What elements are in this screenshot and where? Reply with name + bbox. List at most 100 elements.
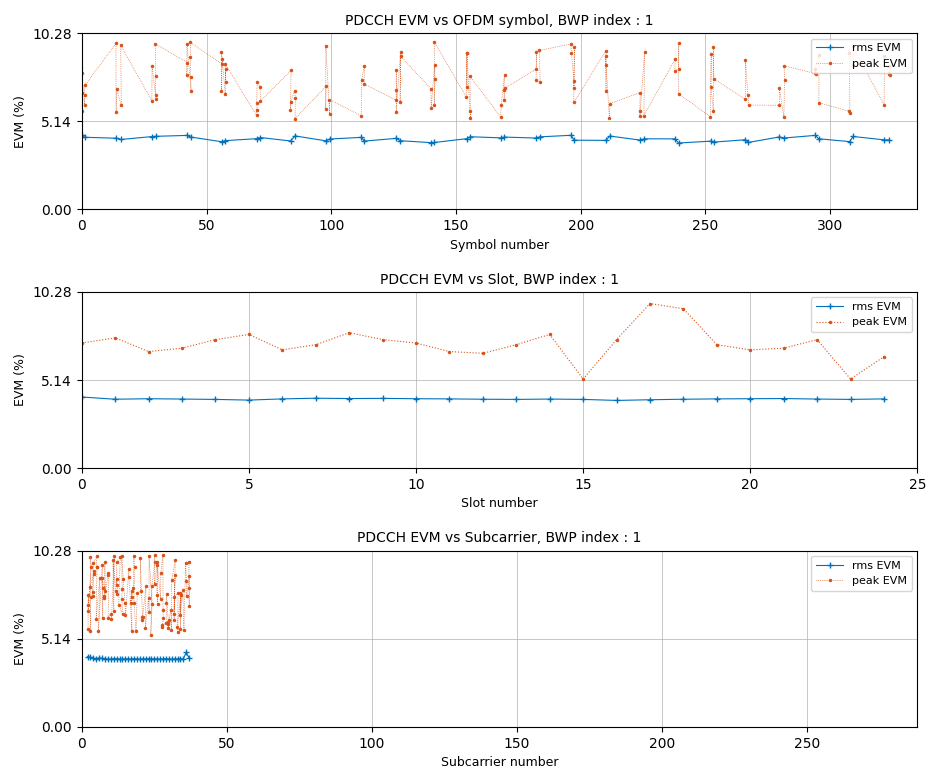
peak EVM: [478, 348, 489, 358]
rms EVM: [140, 655, 151, 664]
rms EVM: [678, 395, 689, 404]
rms EVM: [149, 654, 160, 663]
peak EVM: [177, 344, 188, 353]
peak EVM: [149, 579, 160, 589]
peak EVM: [705, 112, 716, 121]
rms EVM: [154, 655, 165, 664]
rms EVM: [845, 395, 856, 404]
rms EVM: [79, 132, 90, 142]
peak EVM: [102, 568, 114, 578]
rms EVM: [358, 136, 369, 146]
peak EVM: [510, 340, 522, 349]
peak EVM: [243, 330, 255, 339]
rms EVM: [185, 132, 196, 142]
peak EVM: [566, 48, 577, 57]
Title: PDCCH EVM vs Slot, BWP index : 1: PDCCH EVM vs Slot, BWP index : 1: [380, 272, 619, 287]
peak EVM: [145, 630, 156, 640]
rms EVM: [634, 135, 646, 145]
rms EVM: [180, 648, 192, 657]
rms EVM: [499, 132, 510, 142]
rms EVM: [425, 138, 436, 147]
peak EVM: [210, 335, 221, 345]
rms EVM: [669, 134, 681, 143]
rms EVM: [146, 655, 157, 664]
rms EVM: [122, 655, 133, 664]
rms EVM: [243, 395, 255, 405]
peak EVM: [343, 328, 354, 337]
Line: rms EVM: rms EVM: [79, 132, 892, 146]
peak EVM: [884, 61, 895, 70]
peak EVM: [577, 374, 588, 384]
peak EVM: [143, 347, 154, 356]
Legend: rms EVM, peak EVM: rms EVM, peak EVM: [811, 556, 912, 590]
rms EVM: [114, 655, 125, 664]
rms EVM: [531, 133, 542, 143]
rms EVM: [356, 132, 368, 142]
rms EVM: [177, 395, 188, 404]
rms EVM: [464, 132, 476, 142]
rms EVM: [251, 134, 262, 143]
Y-axis label: EVM (%): EVM (%): [14, 612, 27, 665]
rms EVM: [166, 655, 178, 664]
peak EVM: [429, 37, 440, 46]
peak EVM: [845, 374, 856, 384]
rms EVM: [102, 655, 114, 664]
rms EVM: [534, 132, 545, 142]
rms EVM: [276, 394, 288, 403]
rms EVM: [478, 395, 489, 404]
rms EVM: [178, 655, 189, 664]
X-axis label: Symbol number: Symbol number: [450, 239, 549, 252]
peak EVM: [611, 335, 622, 345]
rms EVM: [132, 655, 143, 664]
rms EVM: [778, 133, 790, 143]
peak EVM: [110, 333, 121, 342]
rms EVM: [76, 131, 87, 140]
peak EVM: [83, 624, 94, 633]
peak EVM: [444, 347, 455, 356]
peak EVM: [712, 340, 723, 349]
rms EVM: [143, 394, 154, 403]
rms EVM: [811, 395, 822, 404]
rms EVM: [285, 136, 296, 146]
rms EVM: [673, 139, 684, 148]
rms EVM: [705, 136, 716, 146]
rms EVM: [149, 132, 161, 141]
rms EVM: [137, 654, 149, 663]
rms EVM: [743, 138, 754, 147]
rms EVM: [157, 654, 168, 663]
rms EVM: [774, 132, 785, 142]
rms EVM: [161, 654, 172, 663]
Line: rms EVM: rms EVM: [79, 394, 886, 403]
Legend: rms EVM, peak EVM: rms EVM, peak EVM: [811, 298, 912, 332]
rms EVM: [143, 654, 154, 663]
rms EVM: [395, 136, 406, 146]
peak EVM: [411, 338, 422, 348]
peak EVM: [878, 352, 889, 362]
rms EVM: [100, 654, 111, 663]
rms EVM: [461, 134, 472, 143]
Legend: rms EVM, peak EVM: rms EVM, peak EVM: [811, 39, 912, 74]
peak EVM: [744, 345, 756, 355]
rms EVM: [110, 395, 121, 404]
rms EVM: [169, 654, 180, 663]
Line: peak EVM: peak EVM: [80, 301, 886, 381]
rms EVM: [210, 395, 221, 404]
rms EVM: [744, 394, 756, 403]
rms EVM: [183, 654, 195, 663]
rms EVM: [181, 131, 193, 140]
peak EVM: [155, 568, 166, 578]
rms EVM: [290, 132, 301, 141]
rms EVM: [125, 655, 136, 664]
rms EVM: [778, 394, 790, 403]
peak EVM: [544, 330, 556, 339]
rms EVM: [411, 394, 422, 403]
rms EVM: [740, 135, 751, 144]
rms EVM: [847, 132, 858, 141]
rms EVM: [604, 132, 616, 141]
rms EVM: [444, 394, 455, 403]
peak EVM: [644, 299, 655, 309]
rms EVM: [119, 654, 131, 663]
X-axis label: Subcarrier number: Subcarrier number: [441, 756, 558, 769]
peak EVM: [276, 345, 288, 355]
rms EVM: [510, 395, 522, 404]
